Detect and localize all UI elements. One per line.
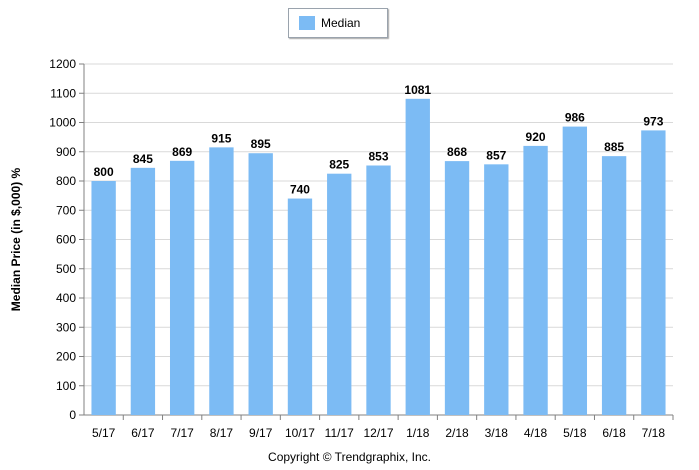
data-label-4/18: 920	[526, 130, 546, 144]
x-tick-label-9/17: 9/17	[249, 426, 273, 440]
y-tick-label-600: 600	[56, 233, 76, 247]
x-tick-label-1/18: 1/18	[406, 426, 430, 440]
bar-10/17	[287, 198, 313, 415]
bar-4/18	[523, 145, 548, 415]
copyright-text: Copyright © Trendgraphix, Inc.	[268, 450, 431, 464]
y-tick-label-1200: 1200	[49, 57, 76, 71]
bar-7/18	[641, 130, 666, 415]
data-label-3/18: 857	[486, 148, 506, 162]
data-label-9/17: 895	[251, 137, 271, 151]
y-tick-label-1000: 1000	[49, 116, 76, 130]
bar-3/18	[484, 164, 509, 415]
x-tick-label-7/17: 7/17	[170, 426, 194, 440]
data-label-7/18: 973	[643, 114, 663, 128]
y-tick-label-300: 300	[56, 320, 76, 334]
data-label-2/18: 868	[447, 145, 467, 159]
data-label-8/17: 915	[211, 131, 231, 145]
data-label-11/17: 825	[329, 158, 349, 172]
x-tick-label-4/18: 4/18	[524, 426, 548, 440]
y-tick-label-800: 800	[56, 174, 76, 188]
data-label-5/18: 986	[565, 111, 585, 125]
x-tick-label-6/18: 6/18	[602, 426, 626, 440]
y-tick-label-100: 100	[56, 379, 76, 393]
x-tick-label-8/17: 8/17	[210, 426, 234, 440]
y-tick-label-400: 400	[56, 291, 76, 305]
chart-legend: Median	[288, 8, 388, 38]
x-tick-label-5/17: 5/17	[92, 426, 116, 440]
data-label-7/17: 869	[172, 145, 192, 159]
bar-7/17	[169, 160, 195, 415]
y-tick-label-200: 200	[56, 350, 76, 364]
y-tick-label-0: 0	[69, 408, 76, 422]
y-tick-label-900: 900	[56, 145, 76, 159]
y-tick-label-700: 700	[56, 203, 76, 217]
data-label-5/17: 800	[94, 165, 114, 179]
x-tick-label-3/18: 3/18	[485, 426, 509, 440]
y-tick-label-500: 500	[56, 262, 76, 276]
data-label-10/17: 740	[290, 183, 310, 197]
bar-12/17	[366, 165, 391, 415]
x-tick-label-6/17: 6/17	[131, 426, 155, 440]
x-tick-label-7/18: 7/18	[642, 426, 666, 440]
data-label-1/18: 1081	[404, 83, 431, 97]
bar-5/17	[91, 181, 116, 415]
bar-2/18	[444, 161, 470, 415]
x-tick-label-5/18: 5/18	[563, 426, 587, 440]
bar-11/17	[327, 173, 352, 415]
data-label-12/17: 853	[368, 149, 388, 163]
bar-9/17	[248, 153, 273, 415]
legend-swatch-median	[299, 16, 315, 30]
bar-5/18	[562, 126, 588, 415]
legend-label-median: Median	[321, 16, 361, 30]
y-tick-label-1100: 1100	[50, 86, 76, 100]
y-axis-title: Median Price (in $,000) %	[9, 167, 23, 311]
x-tick-label-12/17: 12/17	[363, 426, 393, 440]
x-tick-label-10/17: 10/17	[285, 426, 315, 440]
bar-6/18	[601, 156, 627, 415]
bar-6/17	[130, 167, 156, 415]
bar-1/18	[405, 98, 430, 416]
x-tick-label-2/18: 2/18	[445, 426, 469, 440]
x-tick-label-11/17: 11/17	[325, 426, 354, 440]
data-label-6/18: 885	[604, 140, 624, 154]
data-label-6/17: 845	[133, 152, 153, 166]
bar-8/17	[209, 147, 234, 416]
